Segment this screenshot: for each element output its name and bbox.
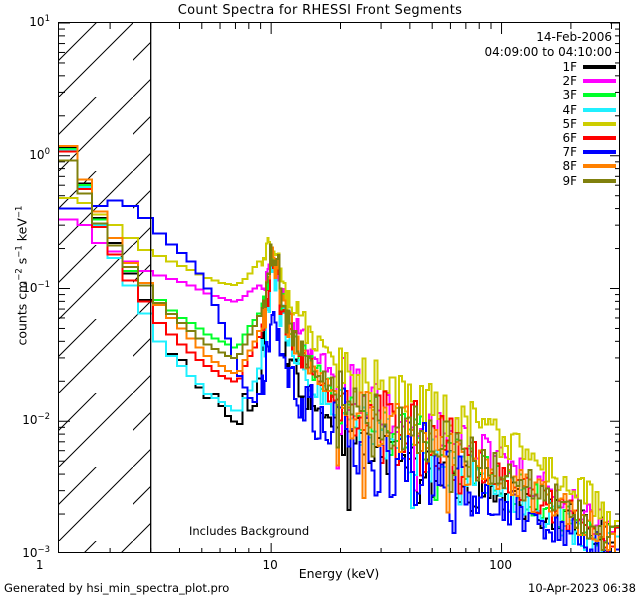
legend-color-swatch: [583, 121, 616, 126]
annotation-line-1: Includes Background: [189, 524, 310, 538]
legend-color-swatch: [583, 136, 616, 141]
series-lines: [59, 145, 619, 552]
legend-item-label: 3F: [562, 88, 577, 103]
timestamp-text: 10-Apr-2023 06:38: [528, 581, 636, 595]
legend-color-swatch: [583, 164, 616, 169]
legend-item-label: 8F: [562, 159, 577, 174]
y-tick-label: 10−2: [22, 412, 50, 428]
legend-color-swatch: [583, 79, 616, 84]
legend-entries: 1F 2F 3F 4F 5F 6F 7F 8F 9F: [430, 60, 616, 188]
y-axis-label: counts cm−2 s−1 keV−1: [14, 205, 30, 346]
legend-item-1f[interactable]: 1F: [430, 60, 616, 74]
legend-item-5f[interactable]: 5F: [430, 117, 616, 131]
y-tick-label: 10−3: [22, 545, 50, 560]
y-tick-label: 10−1: [22, 279, 50, 295]
page-title: Count Spectra for RHESSI Front Segments: [177, 3, 463, 18]
legend-item-label: 2F: [562, 74, 577, 89]
legend-item-label: 1F: [562, 60, 577, 75]
legend-item-6f[interactable]: 6F: [430, 131, 616, 145]
legend-item-7f[interactable]: 7F: [430, 145, 616, 159]
legend-item-label: 5F: [562, 116, 577, 131]
legend-color-swatch: [583, 150, 616, 155]
legend-item-label: 6F: [562, 131, 577, 146]
x-axis-label: Energy (keV): [298, 566, 380, 581]
y-tick-label: 101: [29, 14, 50, 29]
generated-by-text: Generated by hsi_min_spectra_plot.pro: [4, 581, 230, 595]
legend-time-range: 04:09:00 to 04:10:00: [484, 45, 612, 59]
legend-date: 14-Feb-2006: [536, 30, 612, 44]
x-tick-label: 100: [489, 558, 512, 572]
legend-item-9f[interactable]: 9F: [430, 174, 616, 188]
spectra-svg: [59, 23, 619, 552]
legend: 14-Feb-2006 04:09:00 to 04:10:00 1F 2F 3F 4…: [430, 30, 616, 188]
legend-color-swatch: [583, 107, 616, 112]
y-tick-label: 100: [29, 146, 50, 162]
legend-item-4f[interactable]: 4F: [430, 103, 616, 117]
x-tick-label: 10: [262, 558, 278, 572]
legend-color-swatch: [583, 65, 616, 70]
legend-item-label: 4F: [562, 102, 577, 117]
plot-area: Includes Background Att A0, FDecim 2: [58, 22, 620, 553]
legend-color-swatch: [583, 178, 616, 183]
legend-item-label: 7F: [562, 145, 577, 160]
x-tick-label: 1: [35, 558, 44, 572]
plot-annotation: Includes Background Att A0, FDecim 2: [189, 499, 310, 552]
excluded-band-hatch: [59, 23, 151, 552]
legend-item-label: 9F: [562, 173, 577, 188]
legend-item-2f[interactable]: 2F: [430, 74, 616, 88]
legend-item-8f[interactable]: 8F: [430, 159, 616, 173]
legend-color-swatch: [583, 93, 616, 98]
legend-item-3f[interactable]: 3F: [430, 88, 616, 102]
